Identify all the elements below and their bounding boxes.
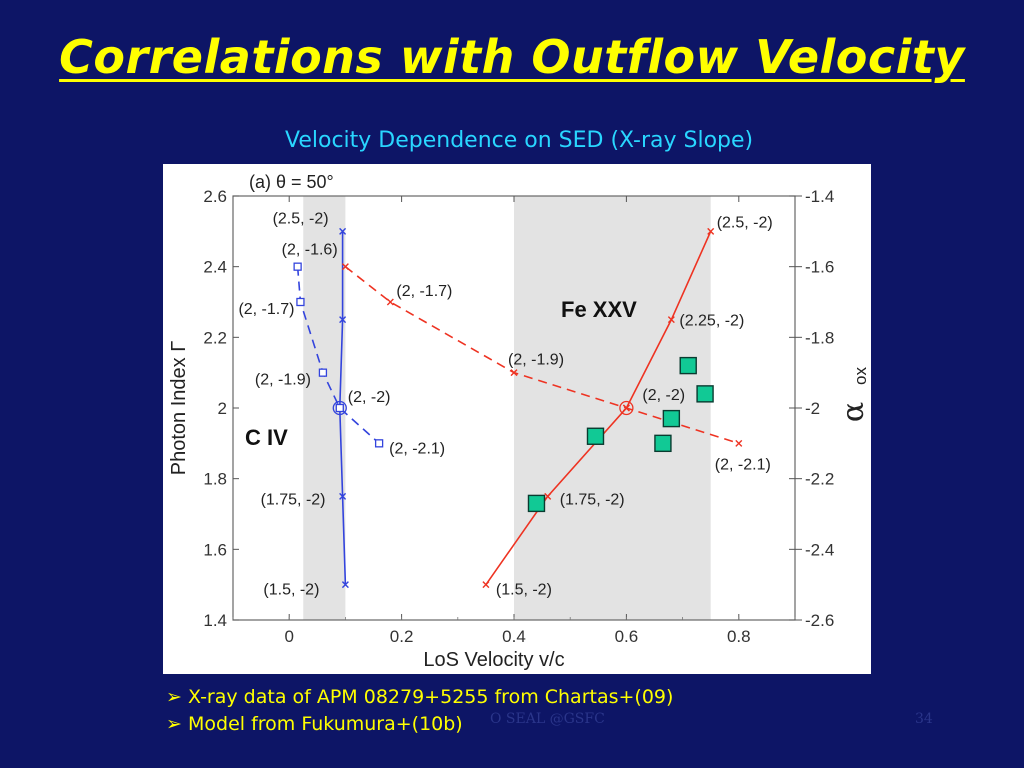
data-point [293, 262, 302, 271]
bullet-item: ➢ X-ray data of APM 08279+5255 from Chart… [166, 684, 673, 711]
y-tick-label: 2 [218, 399, 227, 418]
point-label: (2, -1.9) [255, 372, 311, 389]
y-tick-label: 2.6 [203, 187, 227, 206]
y-tick-label: 2.2 [203, 328, 227, 347]
velocity-chart: (1.5, -2) (1.75, -2) (2, -2) (2.5, -2) (2, -… [168, 172, 871, 671]
point-label: (2, -2) [642, 387, 685, 404]
data-point [339, 492, 347, 500]
data-point [544, 492, 552, 500]
bullet-arrow-icon: ➢ [166, 686, 182, 708]
highlight-circle [332, 400, 347, 416]
point-label: (1.75, -2) [261, 491, 326, 508]
x-tick-label: 0.4 [502, 627, 526, 646]
point-stroke [341, 581, 349, 589]
panel-label: (a) θ = 50° [249, 172, 334, 192]
footer-credit: O SEAL @GSFC [490, 711, 605, 727]
point-label: (1.75, -2) [560, 491, 625, 508]
y2-tick-label: -2.2 [805, 470, 834, 489]
highlight-circle [619, 400, 634, 416]
point-label: (2.5, -2) [717, 214, 773, 231]
data-point [341, 581, 349, 589]
data-point [296, 297, 305, 307]
bullet-list: ➢ X-ray data of APM 08279+5255 from Chart… [166, 684, 673, 738]
bullet-text: Model from Fukumura+(10b) [188, 713, 463, 735]
observed-point [654, 434, 672, 453]
data-point [667, 316, 675, 324]
point-label: (2.5, -2) [273, 210, 329, 227]
observed-point [662, 409, 681, 428]
y-tick-label: 2.4 [203, 258, 227, 277]
observed-point [696, 385, 714, 403]
bullet-text: X-ray data of APM 08279+5255 from Charta… [188, 686, 674, 708]
data-point [339, 227, 347, 235]
chart-subtitle: Velocity Dependence on SED (X-ray Slope) [285, 128, 754, 153]
chart-panel: (1.5, -2) (1.75, -2) (2, -2) (2.5, -2) (2, -… [163, 164, 871, 674]
point-stroke [339, 316, 347, 324]
x-tick-label: 0 [284, 627, 293, 646]
data-point [318, 368, 328, 377]
point-stroke [482, 581, 490, 589]
data-point [339, 316, 347, 324]
x-tick-label: 0.8 [727, 627, 751, 646]
point-stroke [339, 492, 347, 500]
observed-point [527, 494, 546, 513]
point-label: (2, -1.6) [282, 242, 338, 259]
region-label-civ: C IV [245, 425, 288, 450]
y2-tick-label: -1.4 [805, 187, 834, 206]
data-point [482, 581, 490, 589]
x-tick-label: 0.6 [615, 627, 639, 646]
x-tick-label: 0.2 [390, 627, 414, 646]
point-stroke [544, 492, 552, 500]
y-tick-label: 1.8 [203, 470, 227, 489]
y2-tick-label: -2 [805, 399, 820, 418]
data-point [510, 369, 518, 377]
point-label: (2, -1.7) [238, 301, 294, 318]
point-label: (2, -2.1) [715, 456, 771, 473]
y2-tick-label: -1.6 [805, 258, 834, 277]
y2-axis-label: α [836, 402, 871, 422]
shaded-region [514, 196, 711, 620]
point-label: (1.5, -2) [263, 582, 319, 599]
y2-tick-label: -1.8 [805, 328, 834, 347]
data-point [374, 439, 384, 448]
point-stroke [707, 227, 715, 235]
bullet-arrow-icon: ➢ [166, 713, 182, 735]
y2-axis-label-sub: ox [851, 367, 870, 385]
point-stroke [341, 263, 349, 271]
observed-point [679, 356, 697, 375]
point-label: (2, -1.7) [396, 283, 452, 300]
y-tick-label: 1.6 [203, 540, 227, 559]
y2-tick-label: -2.6 [805, 611, 834, 630]
data-point [622, 404, 630, 412]
x-axis-label: LoS Velocity v/c [423, 649, 564, 671]
slide-title: Correlations with Outflow Velocity [59, 30, 965, 84]
page-number: 34 [915, 711, 933, 727]
data-point [335, 403, 344, 413]
point-stroke [510, 369, 518, 377]
point-label: (2, -2) [348, 389, 391, 406]
point-stroke [667, 316, 675, 324]
data-point [341, 263, 349, 271]
point-stroke [386, 298, 394, 306]
data-point [707, 227, 715, 235]
point-label: (2.25, -2) [679, 313, 744, 330]
data-point [735, 439, 743, 447]
data-point [386, 298, 394, 306]
bullet-item: ➢ Model from Fukumura+(10b) [166, 711, 673, 738]
y-axis-label: Photon Index Γ [168, 341, 190, 475]
y2-tick-label: -2.4 [805, 540, 834, 559]
point-label: (2, -2.1) [389, 440, 445, 457]
point-stroke [622, 404, 630, 412]
y-tick-label: 1.4 [203, 611, 227, 630]
point-stroke [735, 439, 743, 447]
point-stroke [339, 227, 347, 235]
observed-point [586, 427, 605, 445]
point-label: (2, -1.9) [508, 352, 564, 369]
region-label-fexxv: Fe XXV [561, 297, 637, 322]
point-label: (1.5, -2) [496, 582, 552, 599]
